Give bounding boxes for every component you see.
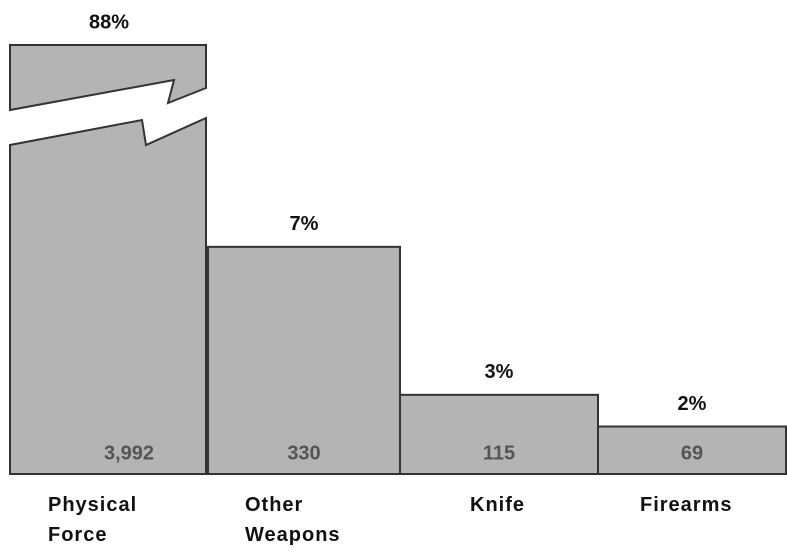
share-label: 88% (89, 11, 129, 33)
category-label: Knife (470, 494, 525, 516)
category-label: Firearms (640, 494, 733, 516)
category-label: Other Weapons (245, 494, 341, 546)
value-label: 3,992 (104, 442, 154, 464)
bar (597, 425, 787, 476)
share-label: 3% (485, 361, 514, 383)
value-label: 69 (681, 442, 703, 464)
bar (9, 116, 207, 475)
value-label: 115 (483, 442, 515, 464)
share-label: 2% (678, 393, 707, 415)
bar (207, 245, 401, 475)
chart: 88% 3,992 7% 330 3% 115 2% 69 (9, 11, 787, 476)
bar-break-top (9, 44, 207, 112)
bar (399, 393, 599, 476)
category-label: Physical Force (48, 494, 138, 546)
value-label: 330 (287, 442, 320, 464)
share-label: 7% (290, 213, 319, 235)
